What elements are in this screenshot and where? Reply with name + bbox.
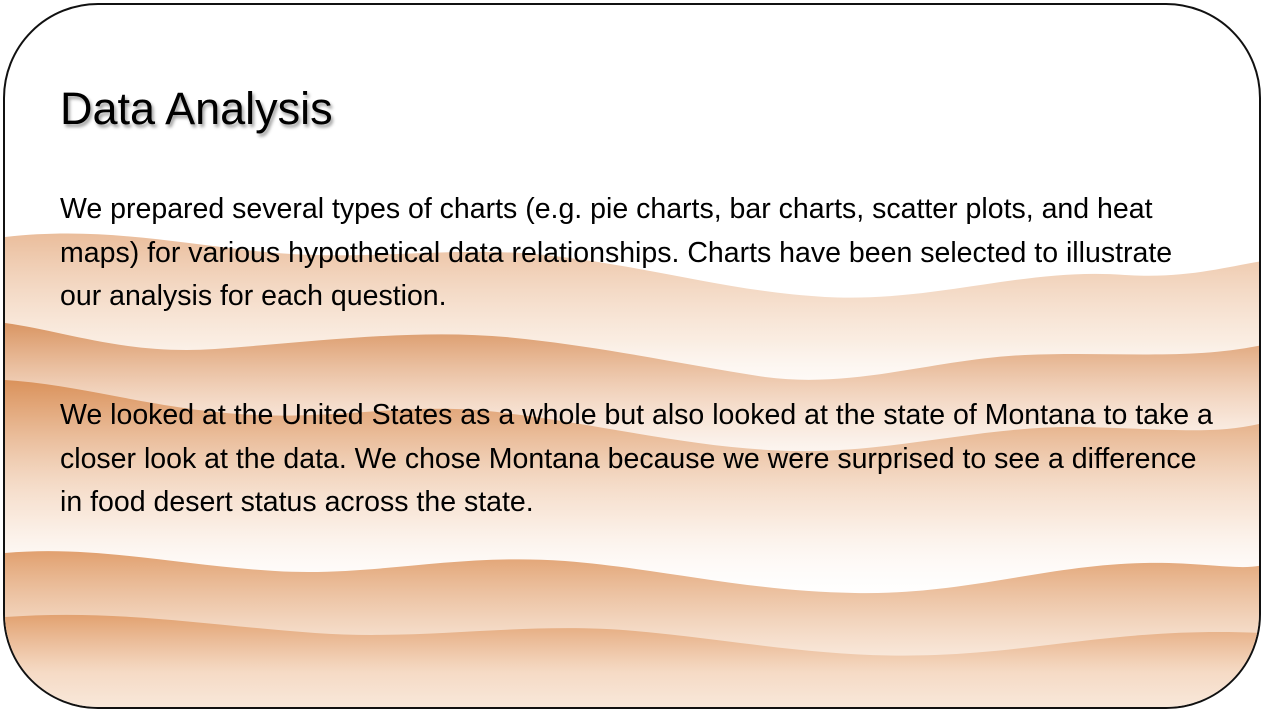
slide-frame: Data Analysis We prepared several types … [3, 3, 1261, 709]
paragraph-montana: We looked at the United States as a whol… [60, 399, 1213, 518]
paragraph-charts: We prepared several types of charts (e.g… [60, 193, 1173, 312]
desert-dunes-background [5, 233, 1259, 707]
slide-title: Data Analysis [60, 83, 333, 134]
